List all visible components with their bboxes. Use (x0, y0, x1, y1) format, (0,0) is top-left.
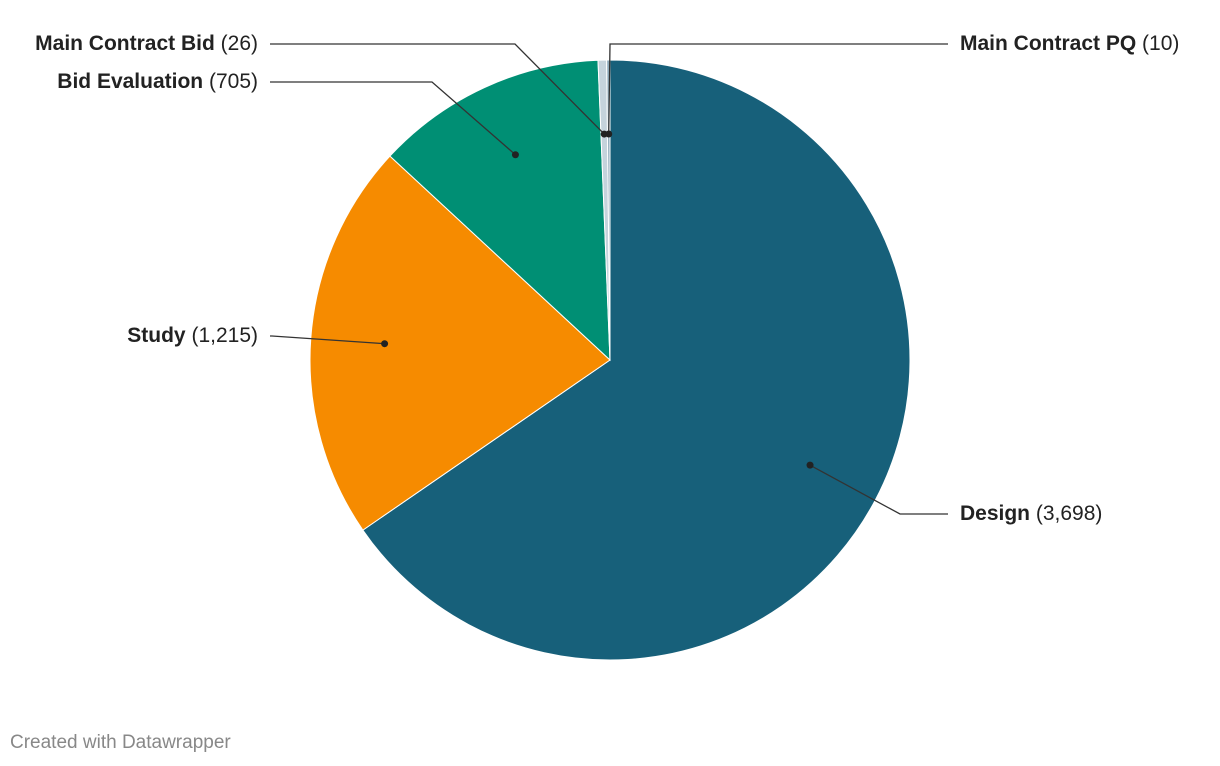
slice-label: Main Contract PQ (10) (960, 32, 1179, 55)
leader-dot (511, 151, 519, 159)
slice-name: Design (960, 502, 1030, 525)
pie-slice (362, 59, 911, 661)
slice-label: Design (3,698) (960, 502, 1102, 525)
slice-value: (10) (1136, 32, 1179, 55)
slice-label: Main Contract Bid (26) (35, 32, 258, 55)
leader-line (270, 81, 516, 156)
slice-label: Study (1,215) (127, 324, 258, 347)
leader-line (270, 43, 605, 135)
slice-value: (1,215) (186, 324, 258, 347)
slice-value: (705) (203, 70, 258, 93)
leader-line (809, 464, 948, 515)
slice-value: (3,698) (1030, 502, 1102, 525)
leader-dot (806, 461, 814, 469)
slice-name: Main Contract PQ (960, 32, 1136, 55)
slice-name: Main Contract Bid (35, 32, 215, 55)
leader-line (608, 43, 948, 135)
slice-label: Bid Evaluation (705) (57, 70, 258, 93)
footer: Created with Datawrapper (10, 732, 231, 753)
leader-dot (381, 340, 389, 348)
leader-dot (605, 130, 613, 138)
slice-name: Study (127, 324, 186, 347)
pie-slice (389, 59, 611, 362)
slice-value: (26) (215, 32, 258, 55)
slice-name: Bid Evaluation (57, 70, 203, 93)
leader-line (270, 335, 385, 345)
